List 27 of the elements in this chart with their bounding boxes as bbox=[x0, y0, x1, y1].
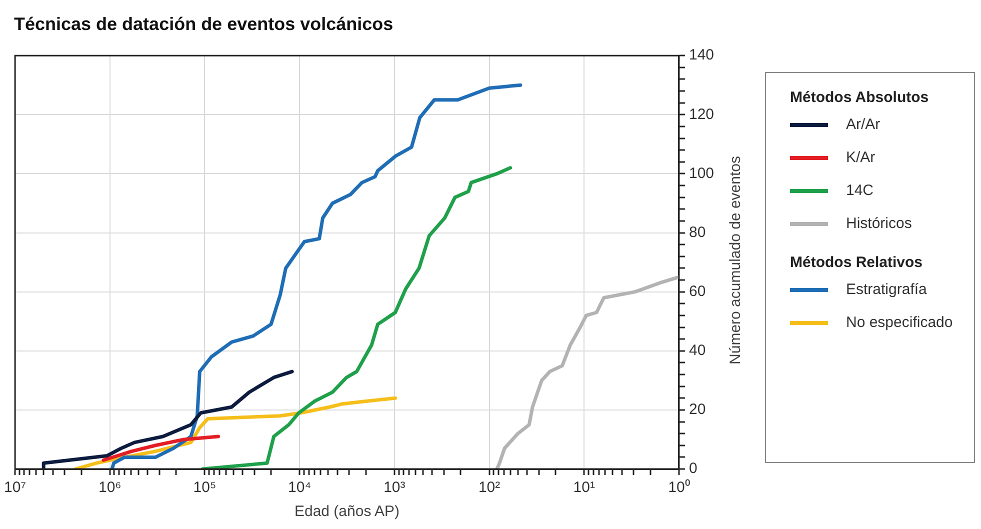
text: Métodos Absolutos bbox=[790, 89, 930, 106]
y-tick-label: 100 bbox=[688, 164, 714, 182]
y-tick-label: 20 bbox=[688, 401, 706, 418]
legend-label: K/Ar bbox=[846, 149, 876, 166]
legend-label: No especificado bbox=[846, 314, 953, 331]
x-tick-label: 10⁶ bbox=[98, 479, 122, 496]
y-tick-label: 40 bbox=[688, 342, 706, 360]
legend-label: Estratigrafía bbox=[846, 281, 927, 298]
x-tick-label: 10² bbox=[478, 479, 500, 496]
x-tick-label: 10⁵ bbox=[193, 479, 216, 496]
y-tick-label: 60 bbox=[688, 282, 706, 300]
legend-label: Ar/Ar bbox=[846, 116, 880, 133]
x-tick-label: 10⁰ bbox=[668, 479, 690, 496]
chart-title: Técnicas de datación de eventos volcánicos bbox=[14, 14, 394, 34]
x-tick-label: 10³ bbox=[384, 479, 406, 496]
y-tick-label: 0 bbox=[688, 460, 698, 478]
text: Métodos Relativos bbox=[790, 254, 924, 271]
y-tick-label: 80 bbox=[688, 224, 706, 241]
y-tick-label: 140 bbox=[688, 46, 714, 64]
y-tick-label: 120 bbox=[688, 106, 714, 123]
x-axis-title: Edad (años AP) bbox=[294, 503, 400, 520]
x-tick-label: 10⁴ bbox=[288, 479, 312, 496]
legend-label: Históricos bbox=[846, 215, 912, 232]
x-tick-label: 10¹ bbox=[573, 479, 595, 496]
x-tick-label: 10⁷ bbox=[4, 479, 26, 496]
y-axis-title: Número acumulado de eventos bbox=[726, 156, 744, 364]
legend-label: 14C bbox=[846, 182, 874, 199]
